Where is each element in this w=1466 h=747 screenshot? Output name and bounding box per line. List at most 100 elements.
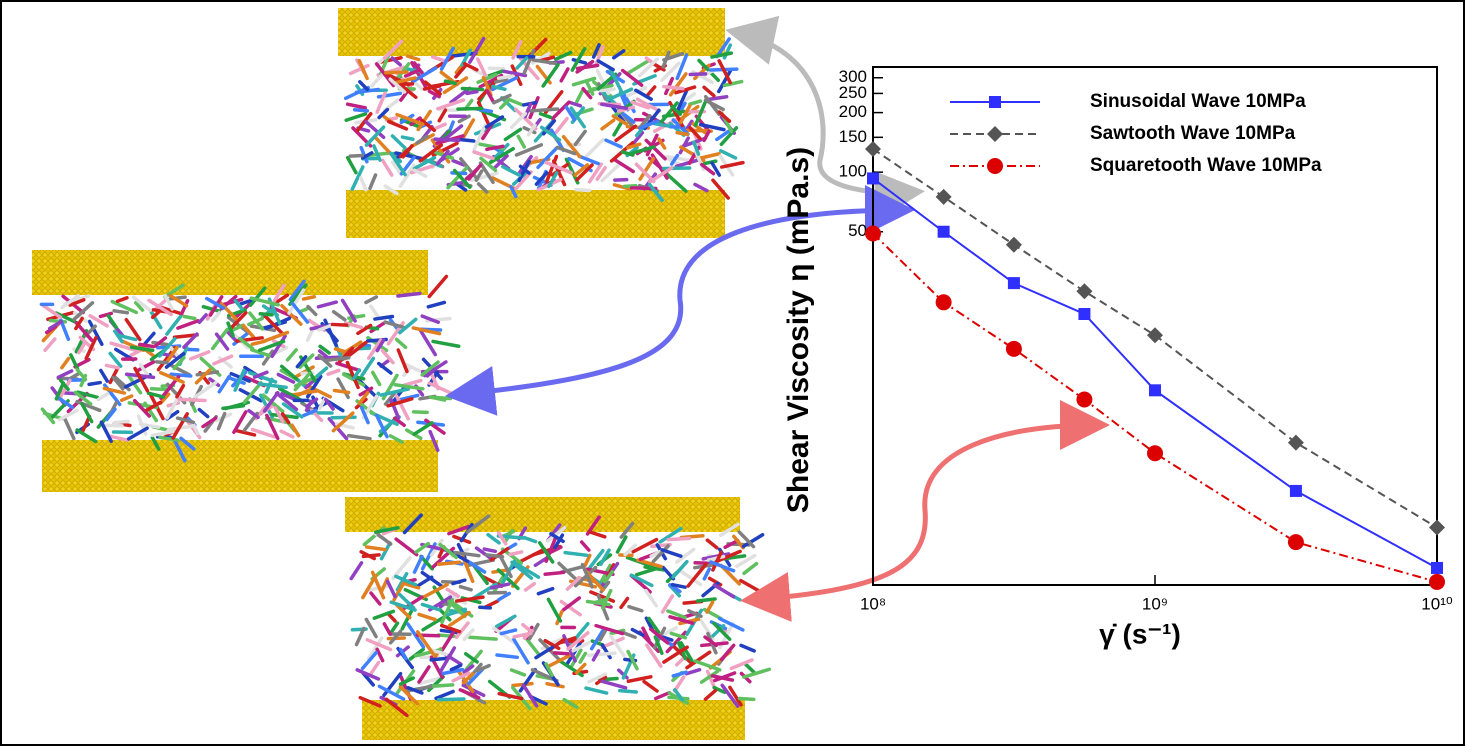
chain [428,395,447,402]
chain [494,614,517,629]
chain [410,66,438,84]
chain [635,97,662,113]
chain [630,100,651,110]
chain [273,345,289,356]
chain [398,647,408,661]
data-point [1076,391,1093,408]
chain [466,667,485,686]
chain [646,85,657,97]
chain [343,340,368,361]
chain [547,171,559,189]
chain [153,336,168,348]
chain [701,552,731,561]
x-axis-label: γ̇ (s⁻¹) [1099,618,1181,649]
chain [336,377,350,400]
chain [472,123,487,152]
chain [217,300,238,321]
chain [418,143,444,163]
chain [420,360,440,377]
chain [451,578,467,586]
chain [233,368,246,392]
chain [177,397,207,403]
chain [600,588,613,610]
chain [612,157,635,174]
chain [453,550,481,558]
chain [465,89,479,96]
chain [388,629,403,645]
chain [670,105,682,117]
chain [565,576,582,591]
chain [478,161,495,185]
chain [394,574,418,587]
chain [573,163,590,177]
chain [119,394,134,402]
chain [660,594,675,614]
chain [545,525,567,543]
chain [602,570,615,584]
chain [468,36,486,64]
chain [537,541,555,564]
chain [599,548,611,566]
chain [135,360,156,373]
chain [509,111,528,130]
chain [720,683,740,708]
chain [417,665,431,684]
chain [668,72,688,97]
chain [171,412,189,440]
chain [290,389,319,397]
chain [431,122,447,132]
chain [609,634,626,658]
chain [421,616,445,632]
chain [710,674,735,682]
chain [569,106,586,129]
chain [615,535,628,554]
chain [728,685,743,707]
chain [527,622,540,641]
chain [620,150,635,157]
chain [583,553,592,568]
chain [354,375,378,399]
chain [584,686,609,695]
chain [430,55,448,64]
chain [383,184,399,196]
chain [330,415,357,420]
chain [379,387,411,397]
chain [270,334,287,359]
chain [60,293,81,310]
chain [573,565,598,588]
chain [228,311,248,331]
chain [654,690,672,701]
chain [693,561,715,566]
chain [417,675,444,686]
chain [699,618,715,641]
chain [588,548,605,569]
chain [394,151,425,161]
chain [712,583,736,599]
chain [674,656,686,667]
chain [674,85,697,95]
chain [315,366,329,378]
chain [290,301,310,324]
chain [427,89,441,99]
chain [737,696,756,702]
chain [423,80,442,96]
chain [280,412,291,425]
chain [355,668,381,681]
chain [675,130,690,137]
legend-marker [987,126,1003,142]
data-point [1287,534,1304,551]
chain [75,368,88,382]
chain [376,361,393,375]
chain [375,91,387,114]
chain [395,112,425,126]
chain [600,162,622,183]
chain [688,99,703,106]
chain [604,138,623,149]
chain [739,578,763,594]
chain [679,641,694,662]
chain [164,351,186,369]
chain [301,294,317,301]
y-tick-label: 100 [839,162,867,181]
chain [675,53,689,81]
chain [589,628,605,651]
